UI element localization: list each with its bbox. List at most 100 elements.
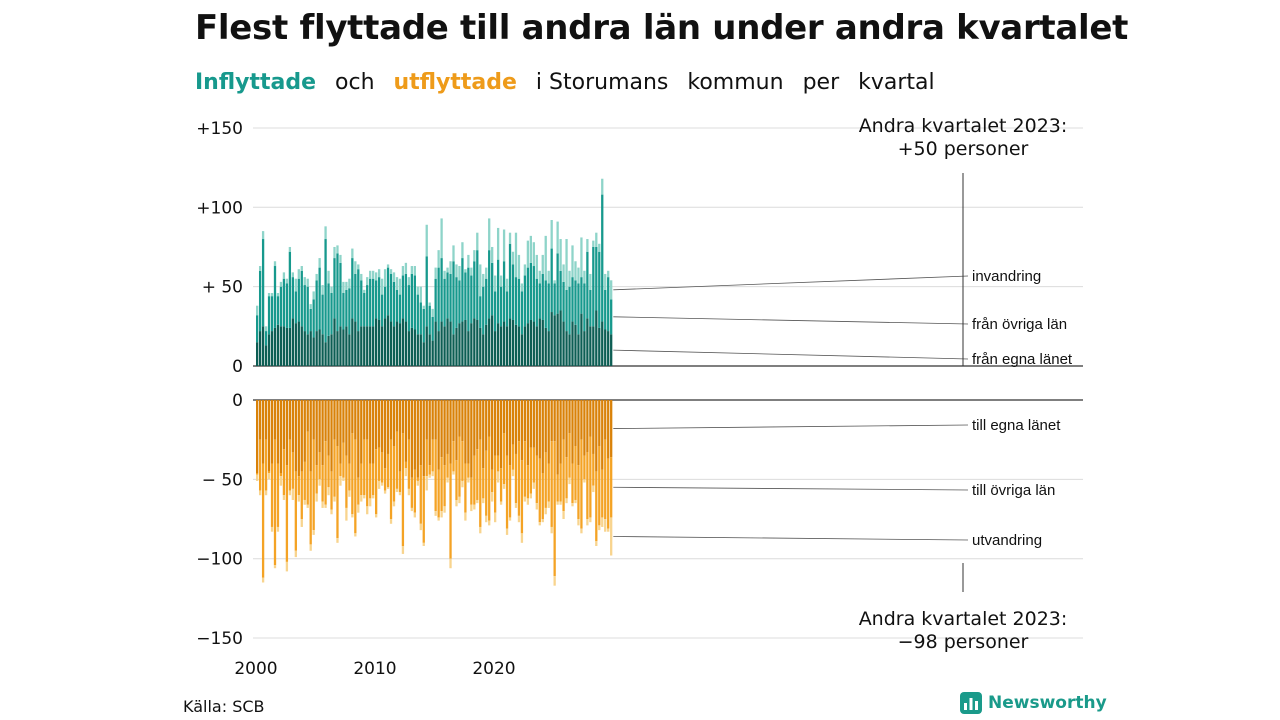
bar-segment [601, 321, 604, 366]
bar-segment [440, 258, 443, 322]
bar-segment [392, 446, 396, 502]
bar-segment [357, 264, 360, 270]
bar-segment [345, 326, 348, 366]
bar-segment [586, 400, 589, 453]
bar-segment [372, 463, 375, 496]
bar-segment [372, 326, 375, 366]
bar-segment [392, 272, 396, 282]
bar-segment [502, 261, 506, 322]
bar-segment [294, 550, 297, 558]
bar-segment [595, 232, 598, 247]
bar-segment [300, 471, 303, 520]
bar-segment [261, 463, 265, 578]
bar-segment [258, 400, 262, 440]
bar-segment [604, 329, 607, 366]
bar-segment [532, 447, 535, 483]
bar-segment [425, 256, 428, 327]
bar-segment [297, 321, 300, 366]
bar-segment [294, 400, 297, 472]
bar-segment [256, 473, 259, 475]
bar-segment [476, 250, 479, 320]
bar-segment [312, 337, 315, 366]
bar-segment [538, 283, 541, 319]
bar-segment [485, 515, 488, 523]
bar-segment [354, 273, 357, 322]
bar-segment [431, 308, 434, 317]
bar-segment [544, 280, 547, 328]
bar-segment [535, 326, 538, 366]
bar-segment [410, 477, 413, 508]
annotation-text: Andra kvartalet 2023: [859, 608, 1068, 630]
bar-segment [392, 281, 396, 327]
bar-segment [339, 476, 342, 486]
bar-segment [491, 262, 494, 316]
bar-segment [342, 400, 345, 443]
bar-segment [300, 270, 303, 327]
bar-segment [514, 232, 518, 278]
bar-segment [520, 533, 524, 543]
bar-segment [592, 453, 595, 486]
bar-segment [360, 495, 363, 502]
bar-segment [309, 400, 312, 472]
bar-segment [401, 400, 405, 434]
bar-segment [363, 439, 366, 496]
bar-segment [502, 400, 506, 434]
bar-segment [389, 400, 393, 440]
bar-segment [485, 267, 488, 279]
bar-segment [431, 316, 434, 341]
bar-segment [407, 331, 411, 366]
bar-segment [580, 439, 583, 529]
bar-segment [499, 468, 503, 502]
bar-segment [574, 324, 577, 366]
bar-segment [482, 286, 485, 335]
bar-segment [273, 266, 277, 328]
bar-segment [595, 471, 598, 542]
bar-segment [595, 310, 598, 366]
bar-segment [354, 261, 357, 274]
bar-segment [461, 441, 464, 481]
bar-segment [324, 441, 327, 505]
bar-segment [508, 243, 512, 319]
bar-segment [270, 400, 274, 464]
bar-segment [282, 326, 286, 366]
bar-segment [476, 319, 479, 366]
bar-segment [476, 232, 479, 251]
bar-segment [529, 235, 532, 263]
bar-segment [413, 275, 416, 330]
bar-segment [538, 270, 541, 284]
bar-segment [440, 218, 443, 259]
bar-segment [470, 504, 473, 512]
bar-segment [389, 269, 393, 274]
bar-segment [541, 519, 544, 523]
bar-segment [392, 326, 396, 366]
x-tick-label: 2010 [353, 659, 396, 679]
bar-segment [604, 439, 607, 520]
bar-segment [419, 286, 422, 303]
bar-segment [398, 471, 402, 493]
bar-segment [440, 400, 443, 458]
bar-segment [443, 465, 446, 507]
bar-segment [538, 318, 541, 366]
bar-segment [333, 400, 336, 440]
bar-segment [428, 474, 431, 478]
bar-segment [324, 239, 327, 343]
bar-segment [333, 318, 336, 366]
bar-segment [547, 283, 550, 332]
bar-segment [258, 439, 262, 491]
bar-segment [366, 326, 369, 366]
bar-segment [270, 463, 274, 527]
bar-segment [488, 318, 491, 366]
bar-segment [377, 480, 381, 489]
bar-segment [473, 400, 476, 456]
bar-segment [455, 277, 458, 328]
bar-segment [324, 400, 327, 442]
bar-segment [529, 262, 532, 320]
bar-segment [604, 400, 607, 440]
bar-segment [494, 291, 497, 332]
bar-segment [550, 220, 553, 249]
bar-segment [505, 400, 509, 456]
bar-segment [502, 484, 506, 489]
subtitle-inflows: Inflyttade [195, 70, 317, 95]
bar-segment [339, 254, 342, 263]
bar-segment [505, 326, 509, 366]
